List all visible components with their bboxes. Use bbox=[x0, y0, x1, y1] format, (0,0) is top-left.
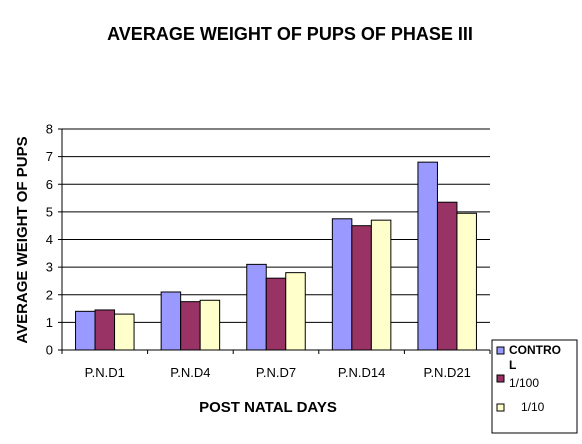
x-axis-ticks: P.N.D1 P.N.D4 P.N.D7 P.N.D14 P.N.D21 bbox=[61, 350, 491, 380]
bar bbox=[199, 299, 221, 351]
y-tick-label: 4 bbox=[46, 232, 53, 247]
y-axis-title: AVERAGE WEIGHT OF PUPS bbox=[14, 136, 31, 343]
bar bbox=[180, 301, 201, 351]
bar bbox=[246, 263, 267, 351]
bar bbox=[114, 313, 135, 351]
bar bbox=[417, 161, 438, 351]
legend-label: 1/100 bbox=[509, 376, 539, 390]
x-tick-label: P.N.D1 bbox=[85, 365, 125, 380]
bar bbox=[160, 291, 182, 351]
legend-swatch bbox=[496, 374, 505, 383]
x-axis-title: POST NATAL DAYS bbox=[199, 399, 337, 416]
y-tick-label: 2 bbox=[46, 287, 53, 302]
bar bbox=[94, 309, 116, 351]
y-tick-label: 1 bbox=[46, 315, 53, 330]
y-tick-label: 0 bbox=[46, 343, 53, 358]
plot-area bbox=[61, 128, 490, 351]
x-tick-label: P.N.D7 bbox=[256, 365, 296, 380]
legend-swatch bbox=[496, 403, 505, 412]
bar bbox=[456, 212, 477, 351]
legend-item: 1/10 bbox=[496, 400, 545, 414]
x-tick-label: P.N.D21 bbox=[423, 365, 470, 380]
legend-label: CONTRO bbox=[509, 343, 561, 357]
bar bbox=[331, 218, 353, 351]
legend-label: 1/10 bbox=[521, 400, 545, 414]
y-tick-label: 8 bbox=[46, 122, 53, 137]
y-tick-label: 7 bbox=[46, 149, 53, 164]
legend-box bbox=[491, 339, 578, 434]
bar bbox=[75, 310, 96, 351]
legend-swatch bbox=[496, 346, 505, 355]
x-tick-label: P.N.D14 bbox=[338, 365, 385, 380]
bar bbox=[370, 219, 392, 351]
x-tick-label: P.N.D4 bbox=[170, 365, 210, 380]
bar bbox=[351, 225, 372, 351]
bar bbox=[436, 201, 458, 351]
bar bbox=[265, 277, 287, 351]
y-tick-label: 6 bbox=[46, 177, 53, 192]
y-tick-label: 5 bbox=[46, 204, 53, 219]
legend-label: L bbox=[509, 358, 516, 372]
chart-title: AVERAGE WEIGHT OF PUPS OF PHASE III bbox=[107, 24, 473, 44]
y-axis-ticks: 0 1 2 3 4 5 6 7 8 bbox=[46, 122, 62, 358]
y-tick-label: 3 bbox=[46, 260, 53, 275]
bar bbox=[285, 272, 306, 351]
legend-item: 1/100 bbox=[496, 374, 539, 390]
